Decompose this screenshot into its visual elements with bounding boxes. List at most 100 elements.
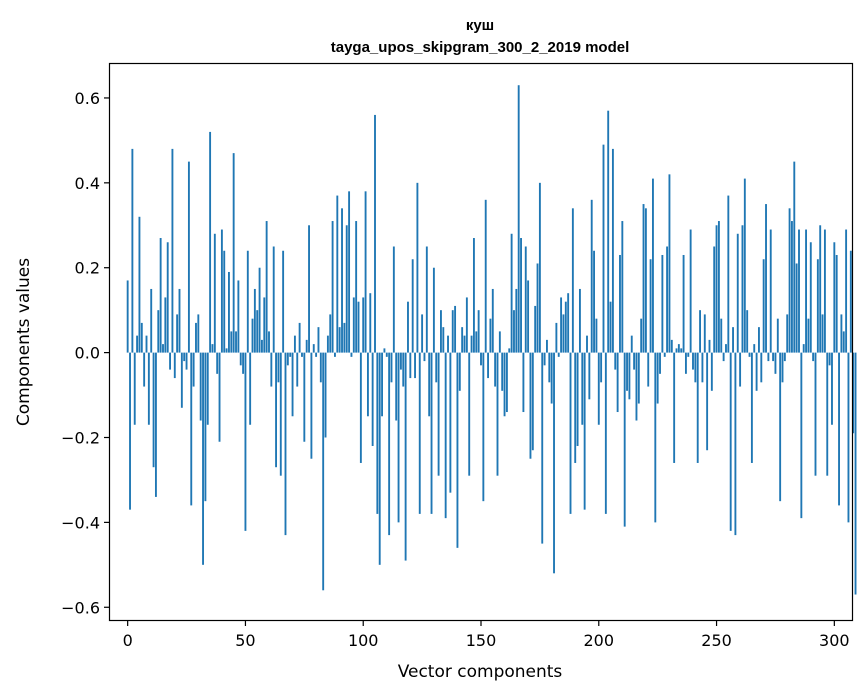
bar (790, 221, 793, 353)
bar (491, 288, 494, 353)
bar (463, 335, 466, 353)
bar (609, 301, 612, 353)
bar (235, 331, 237, 353)
bar (571, 208, 574, 353)
bar (703, 314, 706, 353)
bar (781, 352, 784, 383)
bar (296, 352, 299, 387)
bar (444, 352, 447, 519)
bar (216, 352, 219, 374)
bar (284, 352, 287, 536)
bar (173, 352, 176, 379)
bar (842, 331, 845, 353)
bar (546, 339, 548, 353)
bar (659, 352, 661, 374)
chart-title: куш (466, 17, 494, 34)
bar (652, 178, 654, 353)
bar (482, 352, 485, 502)
bar (145, 335, 148, 353)
bar (461, 327, 464, 353)
bar (213, 233, 216, 353)
bar (326, 335, 329, 353)
bar (329, 314, 332, 353)
bar (701, 352, 704, 383)
bar (305, 339, 308, 353)
bar (183, 352, 186, 362)
bar (352, 297, 355, 353)
x-tick-label: 100 (348, 631, 379, 650)
bar (432, 267, 435, 353)
bar (748, 352, 751, 357)
bar (607, 110, 610, 353)
bar (357, 301, 360, 353)
bar (480, 352, 482, 366)
bar (626, 352, 628, 391)
bar (371, 352, 374, 446)
bar (654, 352, 657, 523)
bar (550, 352, 553, 404)
bar (392, 246, 395, 353)
x-tick-label: 250 (701, 631, 732, 650)
bar (722, 352, 725, 362)
bar (812, 352, 815, 362)
bar (411, 259, 414, 353)
bar (637, 352, 640, 404)
bar (275, 352, 277, 468)
bar (611, 148, 614, 353)
bar (494, 352, 497, 387)
bar (602, 144, 605, 353)
bar (176, 314, 179, 353)
bar (557, 352, 560, 357)
bar (788, 208, 791, 353)
bar (750, 352, 753, 463)
bar (835, 254, 838, 353)
bar (399, 352, 402, 370)
bar (265, 221, 268, 353)
bar (779, 352, 782, 502)
bar (147, 352, 150, 425)
bar (322, 352, 325, 591)
y-tick-label: 0.6 (75, 89, 100, 108)
bar (710, 352, 713, 391)
bar (143, 352, 146, 387)
x-axis-label: Vector components (398, 662, 563, 682)
bar (713, 246, 716, 353)
bar (560, 297, 563, 353)
bar (136, 335, 139, 353)
bar (199, 352, 202, 421)
bar (793, 161, 796, 353)
y-tick-label: −0.2 (61, 428, 100, 447)
bar (562, 314, 565, 353)
bar (663, 352, 666, 357)
bar (567, 293, 570, 353)
bar (673, 352, 676, 463)
bar (187, 161, 190, 353)
bar (192, 352, 195, 387)
bar (458, 352, 461, 391)
bar (769, 229, 772, 353)
bar (430, 352, 433, 514)
bar (736, 233, 739, 353)
bar (138, 216, 141, 353)
bar (819, 225, 822, 353)
bar (154, 352, 157, 497)
bar (741, 225, 744, 353)
y-tick-label: −0.6 (61, 598, 100, 617)
bar (840, 314, 843, 353)
bar (508, 348, 511, 353)
bar (383, 348, 386, 353)
y-tick-label: 0.4 (75, 174, 100, 193)
bar (800, 352, 803, 519)
bar (178, 288, 181, 353)
bar (838, 352, 840, 506)
bar (717, 221, 720, 353)
bar (381, 352, 383, 417)
bar (468, 352, 471, 476)
bar (282, 250, 285, 353)
bar (586, 335, 588, 353)
bar (647, 352, 650, 387)
bar (487, 352, 489, 379)
bar (324, 352, 327, 438)
bar (593, 250, 595, 353)
bar (164, 297, 167, 353)
